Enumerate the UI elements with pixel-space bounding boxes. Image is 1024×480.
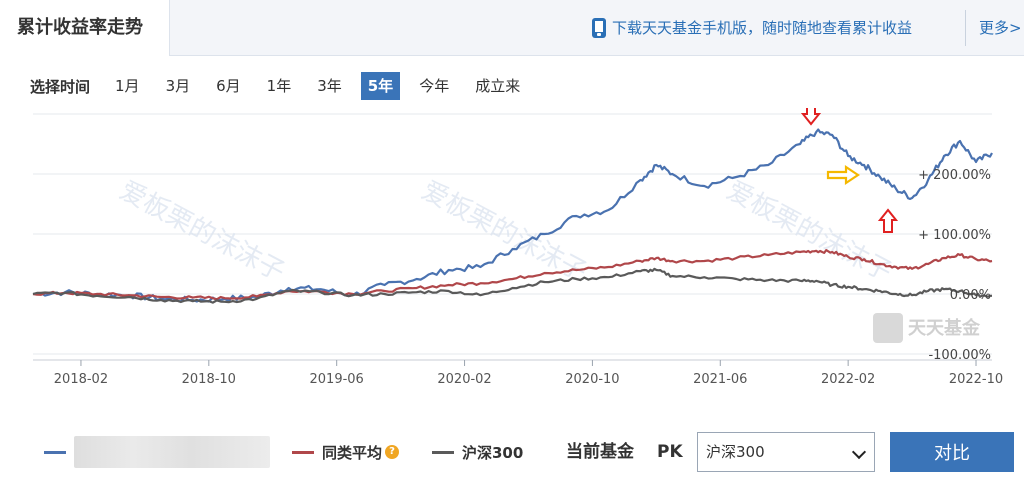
legend-hs300-swatch xyxy=(432,450,454,454)
y-axis-ticks: -100.00% 0.00% + 100.00% + 200.00% xyxy=(918,168,991,363)
annotation-arrows xyxy=(800,108,899,233)
x-tick-label: 2022-02 xyxy=(821,372,875,387)
legend-hs300[interactable]: 沪深300 xyxy=(432,430,523,474)
chart-header: 累计收益率走势 下载天天基金手机版，随时随地查看累计收益 更多> xyxy=(0,0,1024,56)
x-tick-label: 2019-06 xyxy=(310,372,364,387)
y-tick-label: + 100.00% xyxy=(918,228,991,243)
app-download-text[interactable]: 下载天天基金手机版，随时随地查看累计收益 xyxy=(612,19,913,37)
time-option-since-inception[interactable]: 成立来 xyxy=(475,77,521,95)
legend-hs300-label: 沪深300 xyxy=(462,443,524,462)
time-range-label: 选择时间 xyxy=(30,77,91,96)
time-option-5y[interactable]: 5年 xyxy=(360,72,401,100)
current-fund-label: 当前基金 xyxy=(566,442,634,462)
chevron-down-icon xyxy=(851,444,867,460)
more-link[interactable]: 更多> xyxy=(979,19,1022,37)
mobile-phone-icon xyxy=(592,18,606,38)
compare-select-value: 沪深300 xyxy=(706,443,765,461)
time-range-selector: 选择时间 1月 3月 6月 1年 3年 5年 今年 成立来 xyxy=(30,72,539,100)
legend-category-avg-label: 同类平均 xyxy=(322,443,383,462)
fund-name-redacted xyxy=(74,436,270,468)
time-option-3y[interactable]: 3年 xyxy=(317,77,342,95)
time-option-1m[interactable]: 1月 xyxy=(115,77,140,95)
x-tick-label: 2022-10 xyxy=(949,372,1003,387)
x-tick-label: 2020-02 xyxy=(437,372,491,387)
legend-category-avg-swatch xyxy=(292,450,314,454)
legend-bar: 同类平均 ? 沪深300 当前基金 PK 沪深300 对比 xyxy=(0,430,1024,474)
brand-logo-text: 天天基金 xyxy=(908,317,981,339)
compare-select[interactable]: 沪深300 xyxy=(697,432,875,472)
info-badge-icon[interactable]: ? xyxy=(385,445,400,459)
x-tick-label: 2018-10 xyxy=(182,372,236,387)
legend-category-avg[interactable]: 同类平均 ? xyxy=(292,430,400,474)
x-tick-label: 2018-02 xyxy=(54,372,108,387)
y-tick-label: -100.00% xyxy=(928,348,991,363)
hs300-line xyxy=(32,267,992,304)
category-avg-line xyxy=(32,249,993,301)
watermark-text: 爱板栗的沫沫子 xyxy=(722,176,897,288)
brand-logo-mark xyxy=(873,313,903,343)
legend-fund-swatch xyxy=(44,450,66,454)
x-tick-label: 2020-10 xyxy=(565,372,619,387)
tab-cumulative-return[interactable]: 累计收益率走势 xyxy=(0,0,170,56)
legend-fund[interactable] xyxy=(44,430,270,474)
yellow-arrow-right-icon xyxy=(826,164,860,186)
pk-label: PK xyxy=(657,442,683,462)
y-tick-label: 0.00% xyxy=(950,288,991,303)
brand-logo: 天天基金 xyxy=(873,313,981,343)
time-option-3m[interactable]: 3月 xyxy=(165,77,191,95)
watermark-text: 爱板栗的沫沫子 xyxy=(115,176,290,288)
series-lines xyxy=(32,128,993,304)
time-option-ytd[interactable]: 今年 xyxy=(419,77,450,95)
compare-button[interactable]: 对比 xyxy=(890,432,1014,472)
watermark-group: 爱板栗的沫沫子 爱板栗的沫沫子 爱板栗的沫沫子 xyxy=(115,176,897,288)
y-tick-label: + 200.00% xyxy=(918,168,991,183)
x-axis-ticks: 2018-02 2018-10 2019-06 2020-02 2020-10 2021-… xyxy=(54,360,1003,387)
app-download-link[interactable]: 下载天天基金手机版，随时随地查看累计收益 xyxy=(592,0,912,56)
time-option-6m[interactable]: 6月 xyxy=(216,77,241,95)
chart-grid xyxy=(33,113,992,361)
time-option-1y[interactable]: 1年 xyxy=(266,77,292,95)
cumulative-return-chart: 爱板栗的沫沫子 爱板栗的沫沫子 爱板栗的沫沫子 天天基金 -100.00%0.00%… xyxy=(32,108,1003,387)
x-tick-label: 2021-06 xyxy=(693,372,747,387)
trough-arrow-up-icon xyxy=(877,208,899,233)
peak-arrow-down-icon xyxy=(800,108,822,126)
header-divider xyxy=(965,10,966,46)
